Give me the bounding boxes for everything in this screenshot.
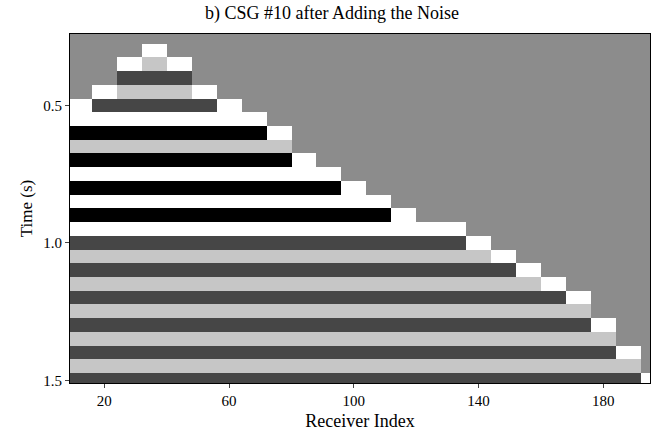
svg-text:Receiver Index: Receiver Index	[305, 411, 414, 431]
svg-text:0.5: 0.5	[43, 98, 62, 114]
svg-text:60: 60	[222, 393, 237, 409]
svg-text:Time (s): Time (s)	[17, 180, 36, 237]
svg-text:b) CSG #10 after Adding the No: b) CSG #10 after Adding the Noise	[205, 3, 459, 24]
svg-text:1.5: 1.5	[43, 373, 62, 389]
svg-text:1.0: 1.0	[43, 235, 62, 251]
svg-text:180: 180	[592, 393, 615, 409]
svg-text:140: 140	[467, 393, 490, 409]
svg-text:20: 20	[97, 393, 112, 409]
svg-text:100: 100	[343, 393, 366, 409]
